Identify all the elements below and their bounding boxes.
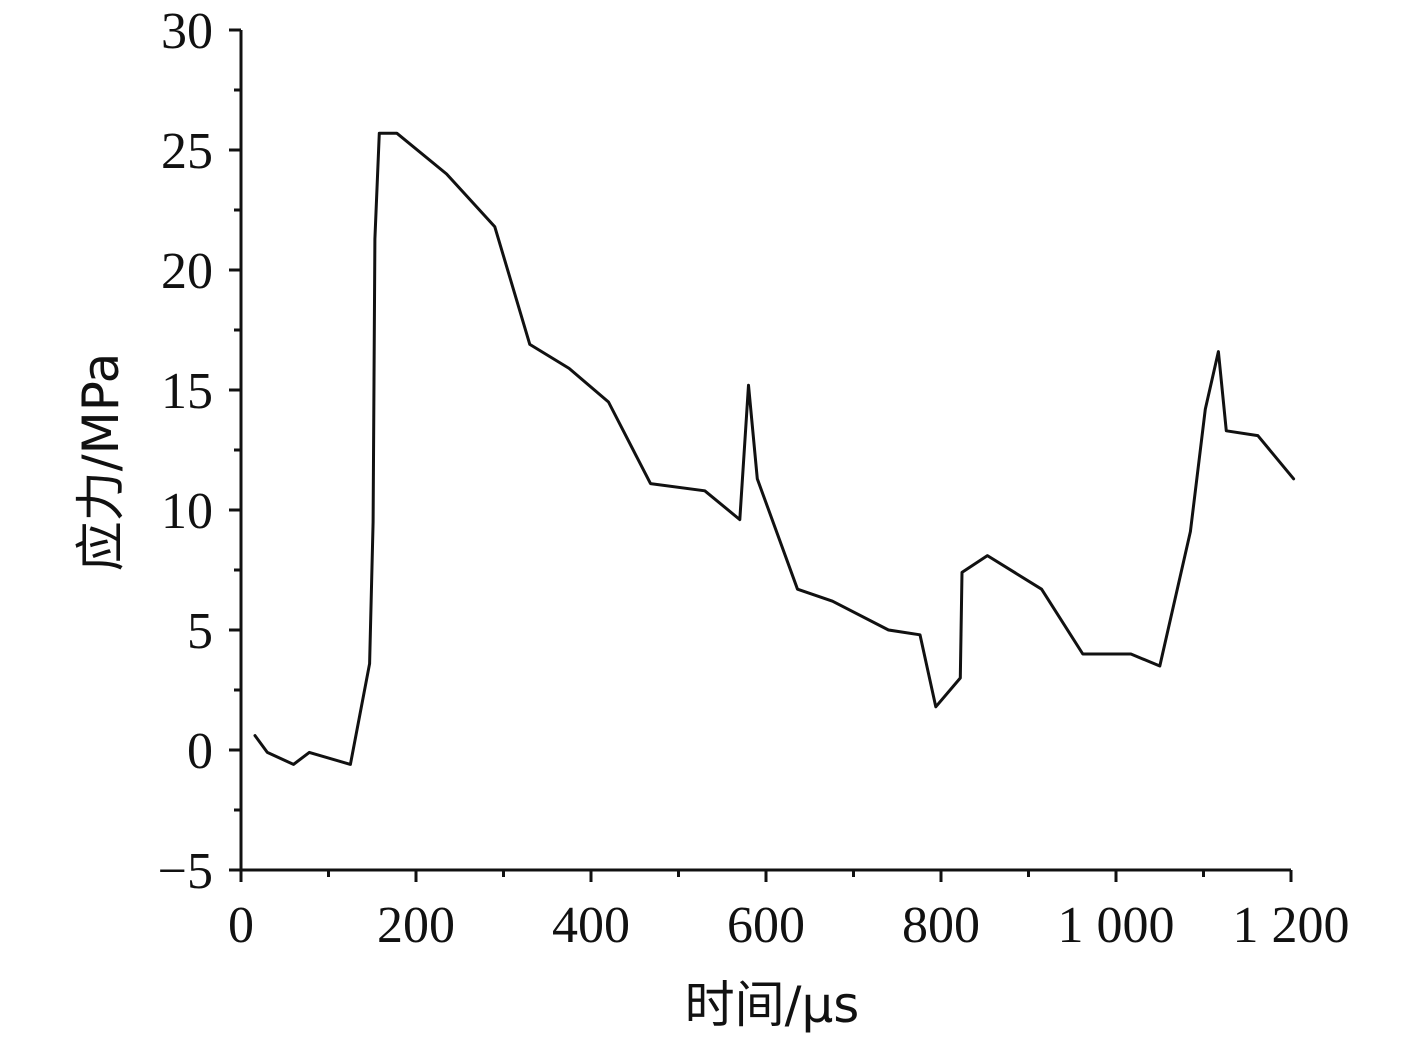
- x-axis-label: 时间/μs: [685, 976, 860, 1034]
- y-tick-label: 5: [187, 603, 213, 660]
- y-tick-label: 15: [161, 363, 213, 420]
- x-tick-label: 400: [552, 897, 630, 954]
- y-tick-label: 30: [161, 3, 213, 60]
- x-axis-ticks: 0 200 400 600 800 1 000 1 200: [228, 870, 1350, 954]
- stress-series-line: [253, 131, 1296, 766]
- y-tick-label: 10: [161, 483, 213, 540]
- y-tick-label: −5: [158, 843, 213, 900]
- series-layer: [253, 131, 1296, 766]
- y-tick-label: 20: [161, 243, 213, 300]
- y-axis-ticks: −5 0 5 10 15 20 25 30: [158, 3, 241, 900]
- plot-area: [239, 30, 1291, 872]
- x-tick-label: 1 000: [1058, 897, 1175, 954]
- x-tick-label: 200: [377, 897, 455, 954]
- y-axis-label: 应力/MPa: [72, 353, 130, 572]
- y-tick-label: 0: [187, 723, 213, 780]
- x-tick-label: 0: [228, 897, 254, 954]
- y-tick-label: 25: [161, 123, 213, 180]
- x-tick-label: 600: [727, 897, 805, 954]
- x-tick-label: 1 200: [1233, 897, 1350, 954]
- x-tick-label: 800: [902, 897, 980, 954]
